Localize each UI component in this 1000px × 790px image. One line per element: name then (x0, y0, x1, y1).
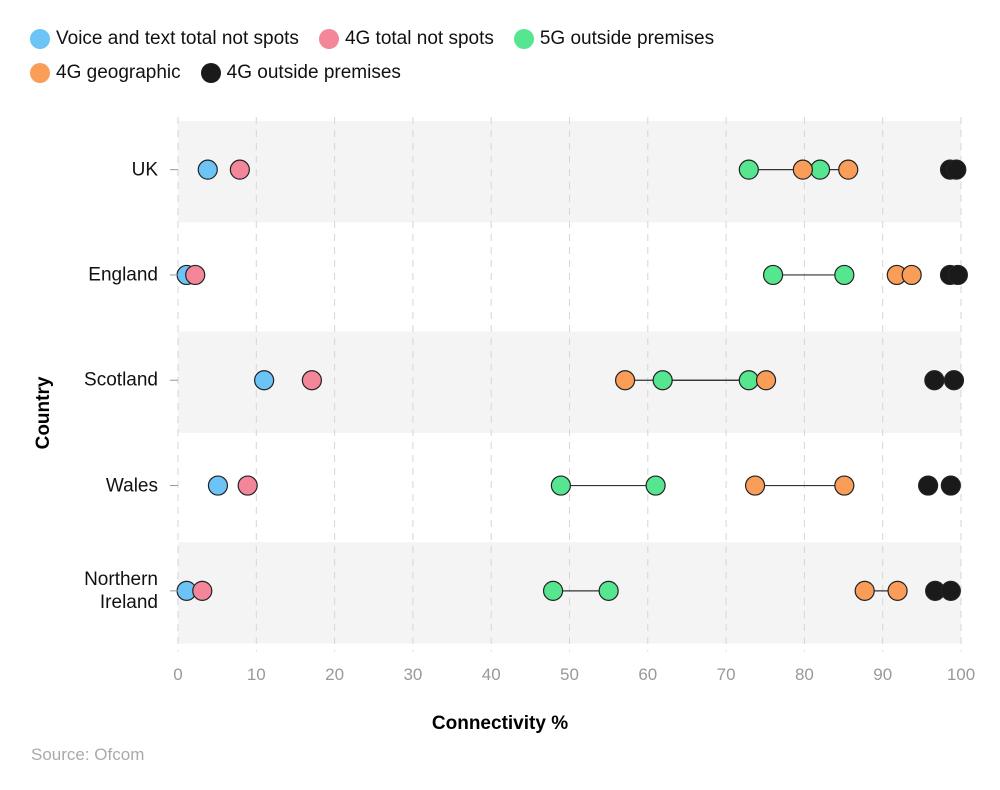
legend-label: 4G total not spots (344, 28, 494, 49)
dot (854, 580, 875, 601)
legend-swatch (30, 29, 50, 49)
dot (924, 370, 945, 391)
x-axis-title: Connectivity % (432, 713, 568, 734)
x-tick-label: 60 (638, 665, 657, 684)
dot (809, 159, 831, 180)
dot (834, 264, 855, 286)
dot (229, 159, 250, 180)
dot (614, 370, 636, 391)
dot (918, 475, 939, 496)
dot (943, 370, 965, 391)
dot (901, 264, 922, 286)
dot (946, 159, 967, 180)
y-tick-label: UK (131, 159, 158, 181)
dot (838, 159, 859, 180)
legend-item: 4G outside premises (200, 62, 401, 84)
dot (738, 159, 759, 180)
dot (254, 370, 275, 391)
dot (237, 475, 258, 496)
dot (185, 264, 206, 286)
dot (301, 370, 322, 391)
dot (197, 159, 218, 180)
dot (762, 264, 784, 286)
legend-item: 4G total not spots (318, 28, 494, 50)
dot (887, 580, 908, 601)
dot (598, 580, 619, 601)
dot (207, 475, 229, 496)
dots (176, 159, 968, 601)
x-tick-label: 90 (873, 665, 892, 684)
x-tick-label: 0 (173, 665, 182, 684)
x-tick-label: 100 (947, 665, 975, 684)
legend-swatch (513, 29, 534, 49)
legend-item: Voice and text total not spots (30, 28, 299, 50)
dot (940, 475, 961, 496)
legend-label: Voice and text total not spots (56, 28, 299, 49)
legend-label: 4G geographic (56, 62, 181, 83)
dot (792, 159, 813, 180)
dot (947, 264, 968, 286)
x-tick-label: 20 (325, 665, 344, 684)
y-tick-label: Northern Ireland (84, 568, 158, 613)
dot (550, 475, 571, 496)
source: Source: Ofcom (31, 745, 144, 764)
x-tick-label: 40 (482, 665, 501, 684)
x-tick-label: 70 (717, 665, 736, 684)
y-tick-label: Scotland (84, 369, 158, 391)
legend: Voice and text total not spots 4G total n… (30, 28, 820, 84)
y-tick-label: Wales (105, 475, 158, 497)
legend-label: 5G outside premises (539, 28, 715, 49)
dot (755, 370, 777, 391)
legend-item: 5G outside premises (513, 28, 715, 50)
dot (652, 370, 673, 391)
legend-item: 4G geographic (30, 62, 181, 84)
dot (645, 475, 666, 496)
y-tick-label: England (88, 264, 158, 286)
x-tick-label: 80 (795, 665, 814, 684)
x-tick-label: 30 (403, 665, 422, 684)
y-axis-title: Country (33, 376, 54, 449)
dot (834, 475, 855, 496)
x-tick-label: 50 (560, 665, 579, 684)
dot (940, 580, 961, 601)
dot (744, 475, 766, 496)
legend-label: 4G outside premises (226, 62, 401, 83)
x-tick-label: 10 (247, 665, 266, 684)
legend-swatch (318, 29, 339, 49)
dot (738, 370, 759, 391)
dot (192, 580, 213, 601)
legend-swatch (200, 63, 221, 83)
legend-swatch (30, 63, 50, 83)
dot (542, 580, 564, 601)
